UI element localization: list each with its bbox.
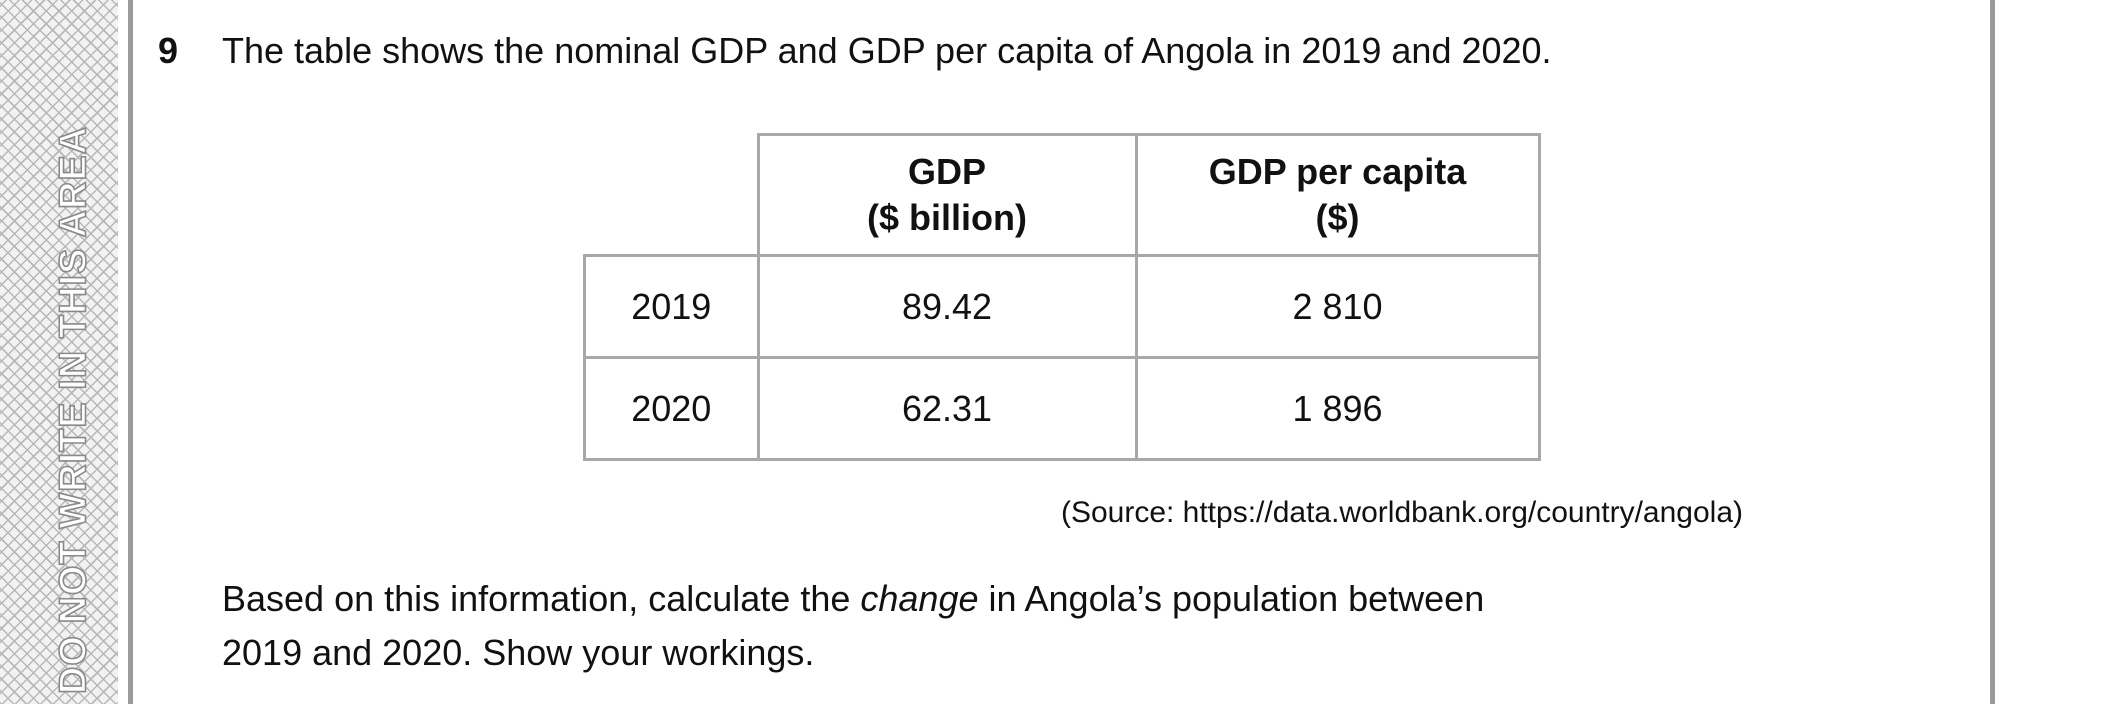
question-number: 9 [158, 30, 179, 71]
right-border [1990, 0, 1995, 704]
emphasis: change [860, 578, 979, 619]
margin-hatch [0, 0, 118, 704]
year-cell: 2020 [583, 356, 760, 461]
gdp-cell: 62.31 [756, 356, 1138, 461]
gdp-cell: 89.42 [756, 254, 1138, 359]
gdp-table: GDP ($ billion) GDP per capita ($) 2019 89… [583, 133, 1541, 461]
margin-warning: DO NOT WRITE IN THIS AREA [52, 125, 96, 695]
table-header-row: GDP ($ billion) GDP per capita ($) [584, 133, 1541, 257]
empty-cell [584, 134, 760, 257]
source-citation: (Source: https://data.worldbank.org/coun… [1060, 496, 1743, 529]
question-prompt: Based on this information, calculate the… [222, 578, 1485, 673]
question-intro: The table shows the nominal GDP and GDP … [222, 30, 1552, 71]
table-row: 2019 89.42 2 810 [583, 254, 1541, 359]
header-gdp: GDP ($ billion) [756, 133, 1138, 257]
gdp-per-capita-cell: 1 896 [1134, 356, 1541, 461]
gdp-per-capita-cell: 2 810 [1134, 254, 1541, 359]
year-cell: 2019 [583, 254, 760, 359]
left-border [128, 0, 133, 704]
header-gdp-per-capita: GDP per capita ($) [1134, 133, 1541, 257]
table-row: 2020 62.31 1 896 [583, 356, 1541, 461]
